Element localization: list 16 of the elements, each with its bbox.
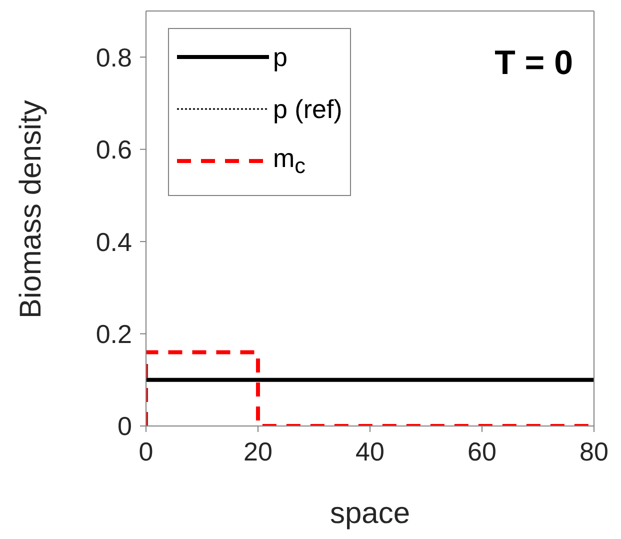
- y-axis-title: Biomass density: [14, 100, 48, 318]
- legend-label: p: [273, 42, 288, 72]
- y-tick-label: 0: [118, 411, 132, 442]
- y-tick-label: 0.8: [96, 42, 132, 72]
- x-tick-label: 40: [356, 436, 384, 466]
- x-tick-label: 60: [468, 436, 496, 466]
- y-tick-label: 0.6: [96, 134, 132, 165]
- x-tick-label: 20: [244, 436, 272, 466]
- x-tick-label: 80: [580, 436, 608, 466]
- y-tick-label: 0.4: [96, 226, 132, 257]
- y-tick-label: 0.2: [96, 319, 132, 350]
- x-axis-title: space: [330, 497, 410, 530]
- annotation: T = 0: [494, 44, 573, 83]
- legend-label: p (ref): [273, 94, 342, 124]
- x-tick-label: 0: [138, 436, 154, 466]
- legend-label: m$_{c}$: [273, 143, 306, 178]
